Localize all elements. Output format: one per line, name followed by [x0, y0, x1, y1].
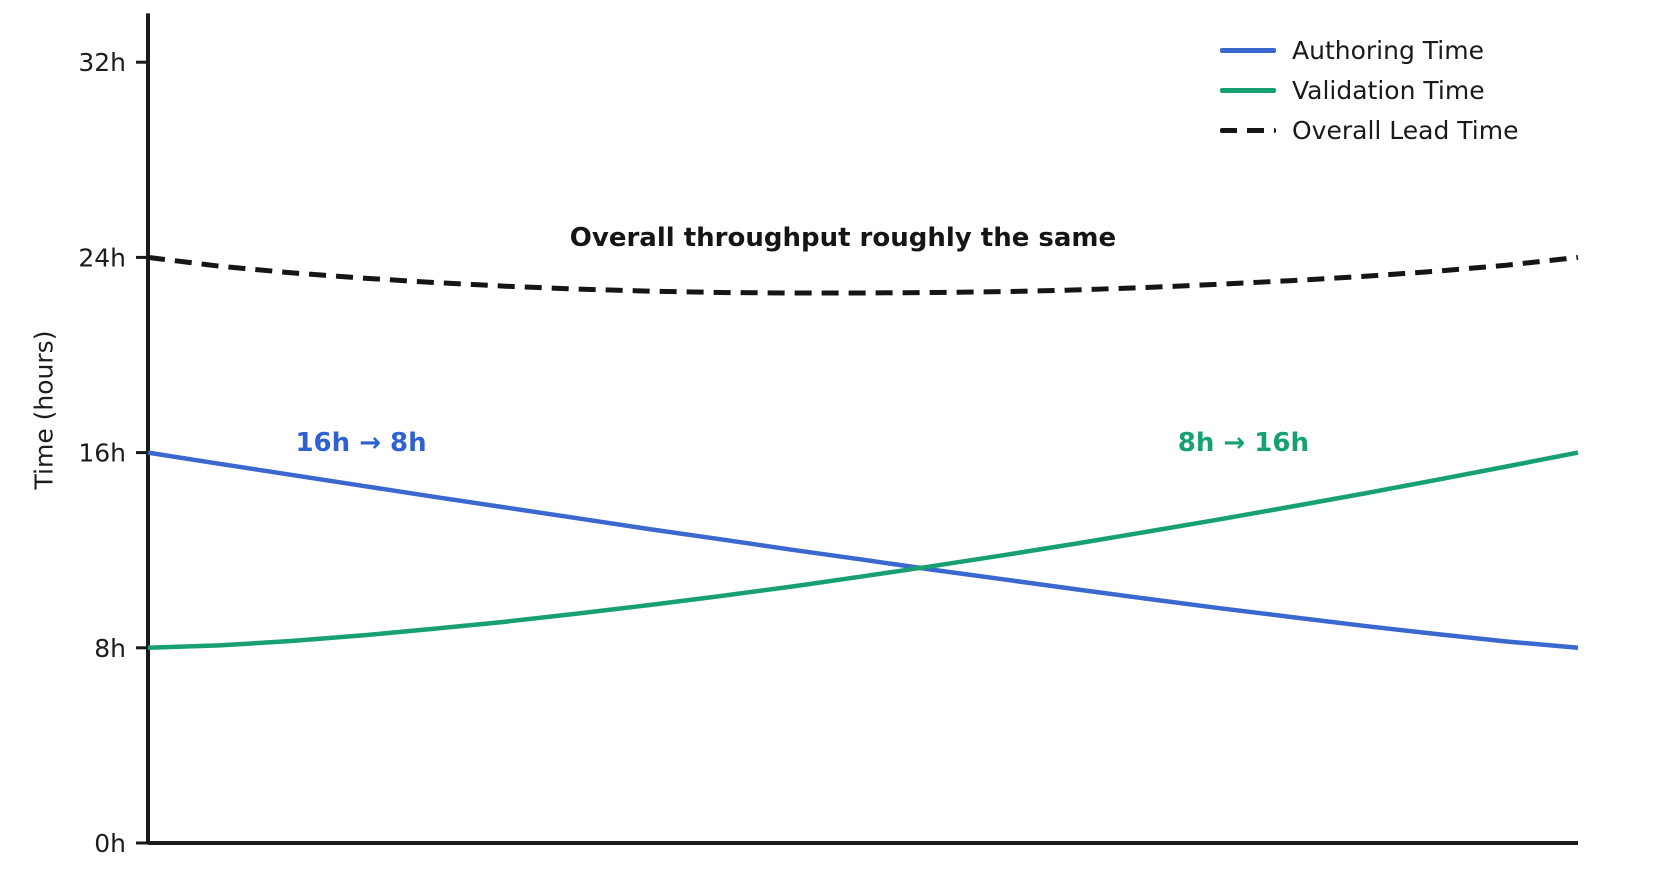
- y-axis-title: Time (hours): [29, 330, 59, 490]
- y-tick-label: 16h: [78, 439, 126, 468]
- y-tick-label: 8h: [94, 634, 126, 663]
- legend-item-authoring-time: Authoring Time: [1220, 30, 1518, 70]
- authoring-change-note: 16h → 8h: [295, 427, 427, 458]
- legend-item-overall-lead-time: Overall Lead Time: [1220, 110, 1518, 150]
- legend-item-validation-time: Validation Time: [1220, 70, 1518, 110]
- solid-line-swatch-icon: [1220, 87, 1276, 93]
- legend-label: Overall Lead Time: [1292, 115, 1519, 145]
- series-line-validation-time: [147, 450, 1579, 651]
- y-tick-label: 24h: [78, 243, 126, 272]
- series-line-authoring-time: [147, 450, 1579, 651]
- overall-throughput-note: Overall throughput roughly the same: [569, 222, 1117, 253]
- legend-label: Authoring Time: [1292, 35, 1484, 65]
- y-tick-label: 0h: [94, 829, 126, 858]
- validation-change-note: 8h → 16h: [1177, 427, 1309, 458]
- legend-label: Validation Time: [1292, 75, 1485, 105]
- y-tick-label: 32h: [78, 48, 126, 77]
- series-line-overall-lead-time: [147, 254, 1579, 296]
- dashed-line-swatch-icon: [1220, 127, 1276, 133]
- solid-line-swatch-icon: [1220, 47, 1276, 53]
- legend: Authoring Time Validation Time Overall Lea…: [1220, 30, 1518, 150]
